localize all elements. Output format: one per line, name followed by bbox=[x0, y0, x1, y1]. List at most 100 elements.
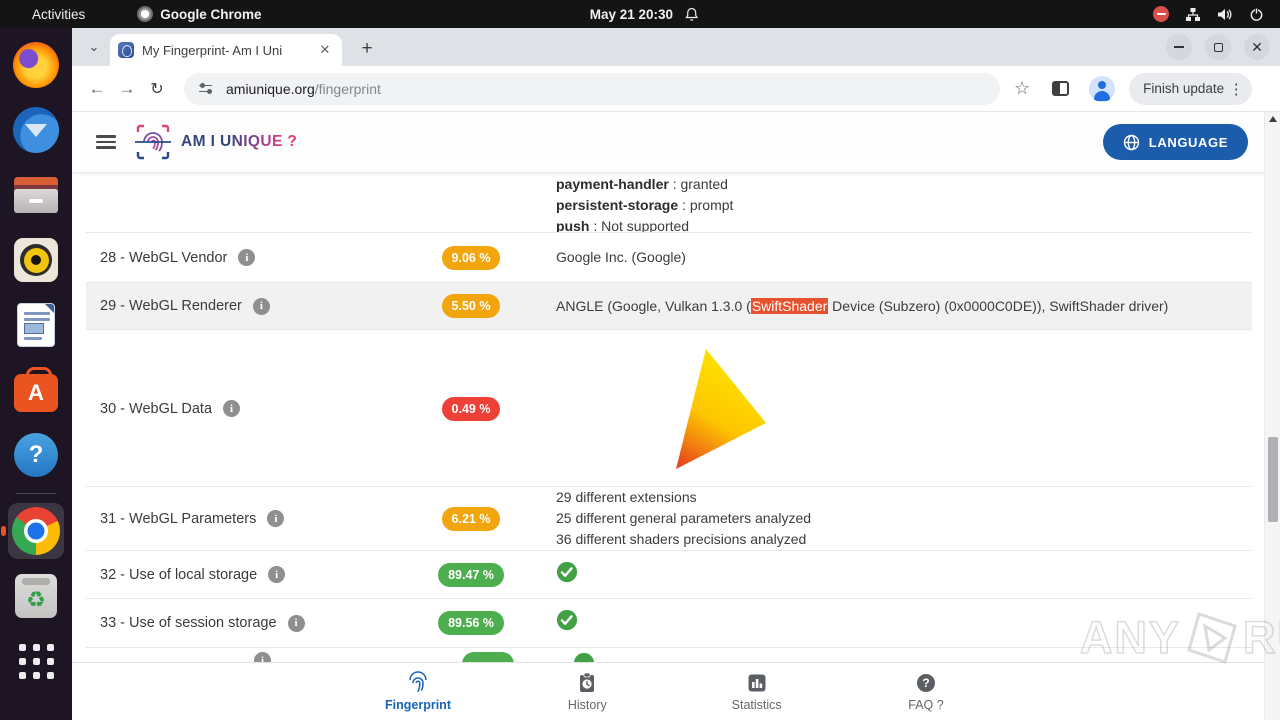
permission-line: push : Not supported bbox=[556, 218, 690, 233]
bookmark-star-icon[interactable]: ☆ bbox=[1014, 78, 1031, 98]
dock-item-google-chrome[interactable] bbox=[1, 503, 64, 559]
url-text: amiunique.org/fingerprint bbox=[226, 81, 381, 97]
notification-bell-icon[interactable] bbox=[685, 7, 699, 22]
row-value bbox=[556, 561, 1252, 589]
back-button[interactable]: ← bbox=[88, 78, 106, 98]
nav-label: Statistics bbox=[731, 698, 782, 712]
site-settings-icon[interactable] bbox=[198, 81, 214, 97]
dock-item-libreoffice-writer[interactable] bbox=[8, 297, 64, 353]
svg-text:?: ? bbox=[922, 676, 929, 690]
tab-search-chevron-icon[interactable]: ⌄ bbox=[88, 39, 100, 54]
row-label: 30 - WebGL Data bbox=[100, 400, 213, 417]
info-icon[interactable]: i bbox=[252, 297, 270, 315]
statistics-nav-icon bbox=[748, 674, 766, 692]
globe-icon bbox=[1123, 134, 1139, 150]
site-brand[interactable]: AM I UNIQUE ? bbox=[134, 122, 297, 162]
info-icon: i bbox=[254, 652, 271, 662]
network-icon[interactable] bbox=[1185, 7, 1201, 22]
scrollbar-thumb[interactable] bbox=[1267, 437, 1278, 522]
do-not-disturb-icon[interactable] bbox=[1153, 6, 1169, 22]
window-minimize-button[interactable] bbox=[1166, 34, 1192, 60]
info-icon[interactable]: i bbox=[268, 566, 286, 583]
window-close-button[interactable]: ✕ bbox=[1244, 34, 1270, 60]
row-label: 31 - WebGL Parameters bbox=[100, 510, 257, 527]
clock[interactable]: May 21 20:30 bbox=[589, 6, 674, 22]
app-grid-icon bbox=[18, 643, 54, 679]
dock-item-ubuntu-software[interactable]: A bbox=[8, 362, 64, 418]
permissions-values: payment-handler : granted persistent-sto… bbox=[556, 172, 1252, 233]
tab-close-icon[interactable]: ✕ bbox=[319, 42, 331, 57]
google-chrome-icon bbox=[12, 507, 60, 555]
focused-app-indicator[interactable]: Google Chrome bbox=[137, 6, 262, 22]
address-bar[interactable]: amiunique.org/fingerprint bbox=[184, 72, 1000, 105]
url-path: /fingerprint bbox=[314, 80, 381, 97]
nav-item-fingerprint[interactable]: Fingerprint bbox=[368, 663, 468, 720]
similarity-badge: 6.21 % bbox=[441, 506, 501, 531]
focused-app-label: Google Chrome bbox=[160, 6, 262, 22]
amiunique-fingerprint-logo bbox=[135, 124, 171, 160]
dock-item-files[interactable] bbox=[8, 167, 64, 223]
menu-hamburger-icon[interactable] bbox=[96, 135, 116, 149]
permission-line: persistent-storage : prompt bbox=[556, 197, 734, 213]
nav-item-statistics[interactable]: Statistics bbox=[707, 663, 807, 720]
system-top-bar: Activities Google Chrome May 21 20:30 bbox=[0, 0, 1280, 28]
dock-item-thunderbird[interactable] bbox=[8, 102, 64, 158]
forward-button[interactable]: → bbox=[118, 78, 136, 98]
dock-item-firefox[interactable] bbox=[8, 37, 64, 93]
dock-item-app-grid[interactable] bbox=[8, 633, 64, 689]
dock-item-help[interactable]: ? bbox=[8, 427, 64, 483]
info-icon[interactable]: i bbox=[287, 614, 305, 632]
table-row-webgl-vendor: 28 - WebGL Vendor i 9.06 % Google Inc. (… bbox=[86, 233, 1252, 283]
page-scrollbar[interactable] bbox=[1264, 112, 1280, 720]
finish-update-button[interactable]: Finish update ⋮ bbox=[1129, 72, 1253, 105]
side-panel-icon[interactable] bbox=[1052, 81, 1070, 96]
table-row-session-storage: 33 - Use of session storage i 89.56 % bbox=[86, 599, 1252, 648]
check-icon bbox=[556, 561, 578, 582]
fingerprint-table: payment-handler : granted persistent-sto… bbox=[86, 172, 1252, 662]
table-row-local-storage: 32 - Use of local storage i 89.47 % bbox=[86, 551, 1252, 599]
trash-icon: ♻ bbox=[15, 574, 57, 618]
browser-toolbar: ← → ↻ amiunique.org/fingerprint ☆ Finish… bbox=[72, 66, 1280, 112]
reload-button[interactable]: ↻ bbox=[150, 80, 164, 98]
table-row-webgl-renderer: 29 - WebGL Renderer i 5.50 % ANGLE (Goog… bbox=[86, 283, 1252, 330]
volume-icon[interactable] bbox=[1217, 7, 1233, 22]
info-icon[interactable]: i bbox=[223, 400, 241, 417]
dock-item-trash[interactable]: ♻ bbox=[8, 568, 64, 624]
site-title: AM I UNIQUE ? bbox=[181, 133, 298, 150]
help-icon: ? bbox=[14, 433, 58, 477]
info-icon[interactable]: i bbox=[238, 249, 256, 266]
row-value: 29 different extensions 25 different gen… bbox=[556, 489, 812, 547]
similarity-badge: 9.06 % bbox=[441, 245, 501, 270]
thunderbird-icon bbox=[13, 107, 59, 153]
tab-strip: ⌄ My Fingerprint- Am I Uni ✕ + ✕ bbox=[72, 28, 1280, 66]
window-maximize-button[interactable] bbox=[1205, 34, 1231, 60]
power-icon[interactable] bbox=[1249, 7, 1264, 22]
dock-item-rhythmbox[interactable] bbox=[8, 232, 64, 288]
profile-avatar[interactable] bbox=[1089, 75, 1116, 102]
nav-item-faq[interactable]: ? FAQ ? bbox=[876, 663, 976, 720]
scrollbar-up-arrow[interactable] bbox=[1269, 116, 1277, 122]
ubuntu-software-icon: A bbox=[14, 366, 58, 412]
similarity-badge: 89.47 % bbox=[438, 562, 504, 587]
browser-menu-kebab-icon[interactable]: ⋮ bbox=[1228, 80, 1244, 98]
similarity-badge-partial bbox=[462, 652, 514, 662]
nav-item-history[interactable]: History bbox=[537, 663, 637, 720]
language-button[interactable]: LANGUAGE bbox=[1102, 124, 1248, 160]
check-icon bbox=[556, 609, 578, 631]
dock-separator bbox=[16, 493, 56, 494]
row-value bbox=[556, 609, 1252, 637]
similarity-badge: 0.49 % bbox=[441, 396, 501, 421]
new-tab-button[interactable]: + bbox=[361, 38, 373, 59]
similarity-badge: 5.50 % bbox=[441, 294, 501, 318]
info-icon[interactable]: i bbox=[267, 510, 285, 527]
permission-line: payment-handler : granted bbox=[556, 176, 728, 192]
browser-tab[interactable]: My Fingerprint- Am I Uni ✕ bbox=[110, 34, 342, 66]
rhythmbox-icon bbox=[14, 238, 58, 282]
page-content: AM I UNIQUE ? LANGUAGE payment-handler :… bbox=[72, 112, 1280, 720]
row-label: 33 - Use of session storage bbox=[100, 615, 277, 631]
row-value: ANGLE (Google, Vulkan 1.3.0 (SwiftShader… bbox=[556, 297, 1169, 314]
row-label: 28 - WebGL Vendor bbox=[100, 249, 228, 266]
nav-label: History bbox=[567, 698, 607, 712]
browser-window: ⌄ My Fingerprint- Am I Uni ✕ + ✕ ← → ↻ a… bbox=[72, 28, 1280, 720]
activities-button[interactable]: Activities bbox=[32, 6, 86, 22]
